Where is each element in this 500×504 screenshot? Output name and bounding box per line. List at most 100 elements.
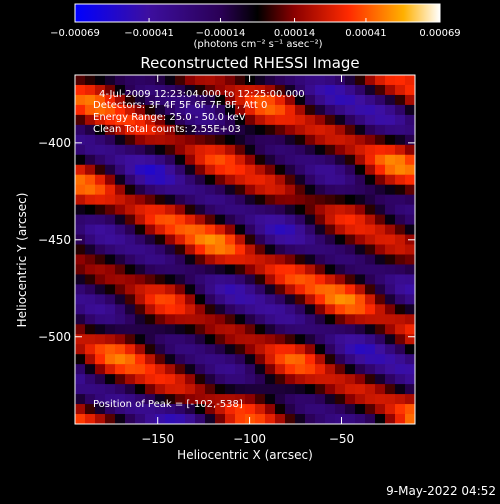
heatmap-cell — [285, 404, 296, 415]
heatmap-cell — [335, 314, 346, 325]
heatmap-cell — [215, 134, 226, 146]
heatmap-cell — [385, 364, 396, 375]
heatmap-cell — [255, 84, 266, 96]
heatmap-cell — [175, 224, 186, 236]
heatmap-cell — [355, 404, 366, 415]
heatmap-cell — [285, 84, 296, 96]
heatmap-cell — [325, 314, 336, 325]
heatmap-cell — [305, 324, 316, 335]
heatmap-cell — [305, 194, 316, 206]
heatmap-cell — [265, 164, 276, 176]
heatmap-cell — [375, 244, 386, 256]
heatmap-cell — [95, 184, 106, 196]
heatmap-cell — [355, 144, 366, 156]
heatmap-cell — [245, 324, 256, 335]
heatmap-cell — [375, 324, 386, 335]
heatmap-cell — [385, 274, 396, 285]
heatmap-cell — [85, 354, 96, 365]
heatmap-cell — [155, 94, 166, 106]
heatmap-cell — [395, 344, 406, 355]
heatmap-cell — [355, 104, 366, 116]
heatmap-cell — [275, 104, 286, 116]
heatmap-cell — [275, 234, 286, 246]
heatmap-cell — [95, 114, 106, 126]
heatmap-cell — [205, 144, 216, 156]
heatmap-cell — [75, 274, 86, 285]
heatmap-cell — [215, 274, 226, 285]
heatmap-cell — [275, 75, 286, 86]
heatmap-cell — [255, 394, 266, 405]
heatmap-cell — [265, 264, 276, 276]
heatmap-cell — [345, 324, 356, 335]
heatmap-cell — [165, 264, 176, 276]
heatmap-cell — [175, 94, 186, 106]
heatmap-cell — [405, 204, 415, 216]
heatmap-cell — [145, 174, 156, 186]
heatmap-cell — [135, 84, 146, 96]
heatmap-cell — [315, 204, 326, 216]
heatmap-cell — [175, 304, 186, 315]
heatmap-cell — [375, 234, 386, 246]
heatmap-cell — [305, 134, 316, 146]
heatmap-cell — [185, 194, 196, 206]
heatmap-cell — [135, 75, 146, 86]
heatmap-cell — [255, 294, 266, 305]
heatmap-cell — [285, 214, 296, 226]
heatmap-cell — [365, 364, 376, 375]
heatmap-cell — [245, 334, 256, 345]
heatmap-cell — [165, 254, 176, 266]
heatmap-cell — [85, 124, 96, 136]
heatmap-cell — [265, 404, 276, 415]
heatmap-cell — [385, 414, 396, 424]
heatmap-cell — [105, 194, 116, 206]
heatmap-cell — [345, 294, 356, 305]
heatmap-cell — [225, 184, 236, 196]
heatmap-cell — [315, 294, 326, 305]
heatmap-cell — [215, 254, 226, 266]
heatmap-cell — [225, 254, 236, 266]
heatmap-cell — [265, 374, 276, 385]
heatmap-cell — [235, 84, 246, 96]
heatmap-cell — [95, 234, 106, 246]
heatmap-cell — [245, 224, 256, 236]
heatmap-cell — [405, 104, 415, 116]
heatmap-cell — [355, 414, 366, 424]
heatmap-cell — [335, 94, 346, 106]
annotation-time: 4-Jul-2009 12:23:04.000 to 12:25:00.000 — [99, 89, 305, 100]
heatmap-cell — [135, 184, 146, 196]
heatmap-cell — [225, 174, 236, 186]
heatmap-cell — [305, 204, 316, 216]
heatmap-cell — [365, 174, 376, 186]
heatmap-cell — [225, 384, 236, 395]
heatmap-cell — [345, 414, 356, 424]
heatmap-cell — [295, 284, 306, 295]
heatmap-cell — [85, 334, 96, 345]
heatmap-cell — [215, 114, 226, 126]
heatmap-cell — [305, 214, 316, 226]
heatmap-cell — [115, 304, 126, 315]
heatmap-cell — [185, 154, 196, 166]
heatmap-cell — [295, 414, 306, 424]
heatmap-cell — [235, 324, 246, 335]
heatmap-cell — [345, 234, 356, 246]
heatmap-cell — [95, 94, 106, 106]
heatmap-cell — [245, 294, 256, 305]
heatmap-cell — [255, 134, 266, 146]
heatmap-cell — [195, 84, 206, 96]
heatmap-cell — [225, 104, 236, 116]
heatmap-cell — [265, 154, 276, 166]
heatmap-cell — [295, 234, 306, 246]
heatmap-cell — [225, 244, 236, 256]
heatmap-cell — [305, 84, 316, 96]
heatmap-cell — [225, 304, 236, 315]
heatmap-cell — [315, 154, 326, 166]
heatmap-cell — [295, 264, 306, 276]
heatmap-cell — [255, 284, 266, 295]
heatmap-cell — [125, 344, 136, 355]
heatmap-cell — [285, 394, 296, 405]
heatmap-cell — [295, 404, 306, 415]
heatmap-cell — [155, 334, 166, 345]
heatmap-cell — [255, 374, 266, 385]
colorbar-ticks: −0.00069 −0.00041 −0.00014 0.00014 0.00041 0.… — [50, 18, 461, 39]
heatmap-cell — [285, 184, 296, 196]
